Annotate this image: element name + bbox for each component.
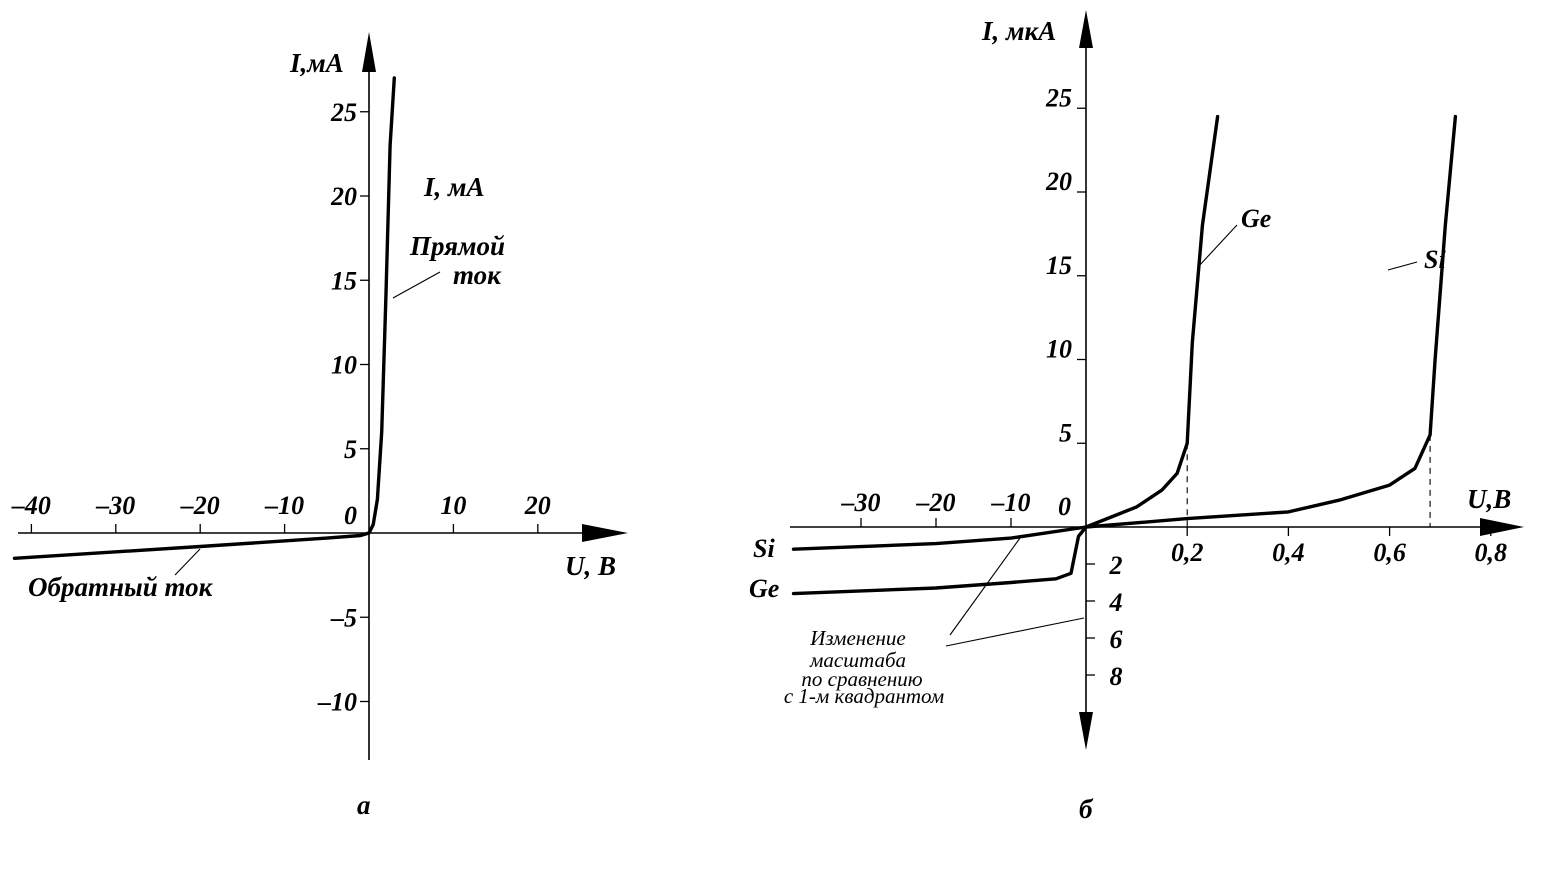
y-tick-label-b: 6 — [1110, 625, 1123, 654]
y-tick-label-b: 10 — [1046, 335, 1072, 364]
current-label-a: I, мА — [423, 172, 485, 202]
curve-ge-forward — [1084, 114, 1220, 529]
x-axis-arrow-b — [1480, 518, 1524, 536]
series-labels-b: Ge Ge Si Si — [749, 204, 1446, 603]
y-tick-label-b: 20 — [1045, 167, 1072, 196]
y-tick-label-a: 5 — [344, 435, 357, 464]
forward-current-leader — [392, 271, 441, 299]
x-tick-label-b: –10 — [991, 488, 1031, 517]
x-ticks-b: 0,2 0,4 0,6 0,8 –30 –20 –10 — [841, 488, 1508, 567]
x-tick-label-b: 0,6 — [1373, 538, 1406, 567]
x-tick-label-a: –10 — [264, 491, 304, 520]
forward-current-label-line1: Прямой — [409, 231, 505, 261]
chart-panel-a: –40 –30 –20 –10 10 20 25 20 15 10 5 –5 –10 0 U, В I… — [11, 32, 628, 820]
y-tick-label-a: –10 — [317, 688, 357, 717]
scale-note-leader-2 — [945, 617, 1085, 647]
ge-leader — [1197, 224, 1238, 268]
x-ticks-a: –40 –30 –20 –10 10 20 — [11, 491, 551, 533]
iv-curves-b — [791, 114, 1458, 596]
panel-label-b: б — [1079, 794, 1094, 824]
y-tick-label-a: 25 — [330, 98, 357, 127]
x-tick-label-b: –20 — [916, 488, 956, 517]
y-axis-arrow-b — [1079, 10, 1093, 48]
y-ticks-b: 25 20 15 10 5 2 4 6 8 — [1045, 83, 1123, 691]
y-tick-label-b: 15 — [1046, 251, 1072, 280]
panel-label-a: а — [357, 790, 371, 820]
y-tick-label-b: 2 — [1109, 551, 1123, 580]
scale-note-line4: с 1-м квадрантом — [784, 684, 944, 708]
scale-note-line3: по сравнению — [801, 667, 922, 691]
y-ticks-a: 25 20 15 10 5 –5 –10 — [317, 98, 369, 717]
curve-ge-reverse — [791, 525, 1088, 596]
scale-note-line1: Изменение — [809, 626, 906, 650]
x-axis-title-b: U,В — [1467, 484, 1511, 514]
series-label-si: Si — [753, 534, 775, 563]
x-tick-label-a: –40 — [11, 491, 51, 520]
y-tick-label-b: 8 — [1110, 662, 1123, 691]
x-tick-label-a: –20 — [180, 491, 220, 520]
origin-label-b: 0 — [1058, 492, 1071, 521]
forward-current-label-line2: ток — [453, 260, 502, 290]
scale-change-note: Изменение масштаба по сравнению с 1-м кв… — [784, 537, 1085, 708]
x-tick-label-b: 0,8 — [1475, 538, 1508, 567]
series-label-ge: Ge — [749, 574, 779, 603]
series-label-si: Si — [1424, 245, 1446, 274]
chart-panel-b: 0,2 0,4 0,6 0,8 –30 –20 –10 25 20 15 10 5 2 4 6 8 0 U,… — [749, 10, 1524, 824]
series-label-ge: Ge — [1241, 204, 1271, 233]
reference-lines-b — [1186, 434, 1431, 527]
y-tick-label-b: 4 — [1109, 588, 1123, 617]
si-leader — [1387, 261, 1418, 271]
scale-note-leader-1 — [949, 537, 1021, 636]
x-axis-title-a: U, В — [565, 551, 616, 581]
reverse-current-leader — [174, 548, 201, 576]
y-tick-label-b: 5 — [1059, 418, 1072, 447]
curve-si-reverse — [791, 525, 1088, 551]
x-tick-label-b: –30 — [841, 488, 881, 517]
x-axis-arrow-a — [582, 524, 628, 542]
x-tick-label-a: 20 — [524, 491, 551, 520]
y-tick-label-a: 15 — [331, 266, 357, 295]
reverse-current-label: Обратный ток — [28, 572, 214, 602]
x-tick-label-b: 0,2 — [1171, 538, 1204, 567]
y-axis-title-b: I, мкА — [981, 16, 1056, 46]
y-axis-arrow-a — [362, 32, 376, 72]
x-tick-label-a: –30 — [95, 491, 135, 520]
y-tick-label-b: 25 — [1045, 83, 1072, 112]
x-tick-label-a: 10 — [440, 491, 466, 520]
y-axis-title-a: I,мА — [289, 48, 344, 78]
origin-label-a: 0 — [344, 501, 357, 530]
y-tick-label-a: 20 — [330, 182, 357, 211]
curve-si-forward — [1084, 114, 1458, 529]
y-tick-label-a: –5 — [330, 603, 357, 632]
y-tick-label-a: 10 — [331, 351, 357, 380]
iv-curve-a — [12, 76, 396, 560]
y-axis-down-arrow-b — [1079, 712, 1093, 750]
x-tick-label-b: 0,4 — [1272, 538, 1305, 567]
scale-note-line2: масштаба — [809, 648, 906, 672]
